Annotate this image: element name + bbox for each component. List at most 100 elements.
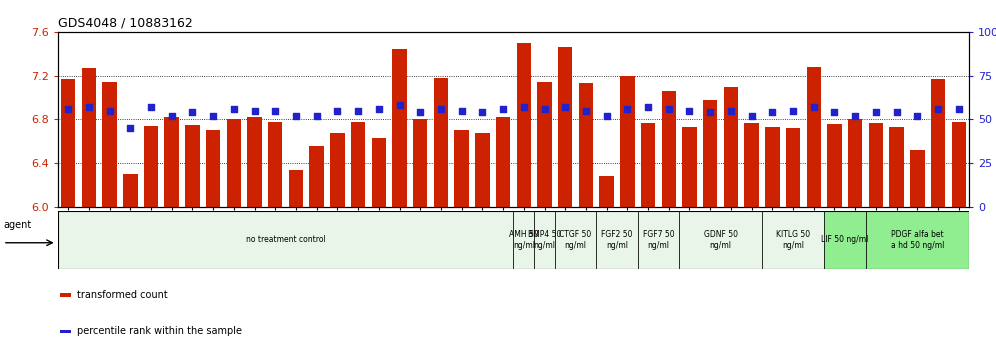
Bar [951,122,966,207]
Bar [724,87,738,207]
Point [702,110,718,115]
Text: AMH 50
ng/ml: AMH 50 ng/ml [509,230,539,250]
Bar [310,146,324,207]
Bar [931,79,945,207]
Text: GDS4048 / 10883162: GDS4048 / 10883162 [58,16,192,29]
Point [827,110,843,115]
Bar [413,120,427,207]
Bar [124,174,137,207]
Point [785,108,801,114]
Bar [61,293,72,297]
Text: CTGF 50
ng/ml: CTGF 50 ng/ml [560,230,592,250]
Point [951,106,967,112]
Bar [330,133,345,207]
Bar [765,127,780,207]
Bar [82,68,96,207]
Point [537,106,553,112]
Bar [828,124,842,207]
Bar [640,123,655,207]
Text: FGF7 50
ng/ml: FGF7 50 ng/ml [642,230,674,250]
Point [930,106,946,112]
Text: percentile rank within the sample: percentile rank within the sample [77,326,242,337]
Bar [514,211,534,269]
Bar [351,122,366,207]
Text: no treatment control: no treatment control [246,235,326,244]
Point [909,113,925,119]
Bar [103,82,117,207]
Bar [392,49,406,207]
Bar [534,211,555,269]
Point [474,110,490,115]
Bar [454,130,469,207]
Bar [848,120,863,207]
Point [744,113,760,119]
Bar [268,122,283,207]
Point [660,106,676,112]
Point [433,106,449,112]
Point [267,108,283,114]
Bar [247,117,262,207]
Point [620,106,635,112]
Point [309,113,325,119]
Bar [517,43,531,207]
Bar [433,78,448,207]
Bar [762,211,824,269]
Point [764,110,780,115]
Point [143,104,159,110]
Text: GDNF 50
ng/ml: GDNF 50 ng/ml [703,230,738,250]
Bar [289,170,303,207]
Bar [600,176,614,207]
Text: transformed count: transformed count [77,290,167,300]
Bar [866,211,969,269]
Point [454,108,470,114]
Point [60,106,76,112]
Point [226,106,242,112]
Bar [621,76,634,207]
Bar [226,120,241,207]
Bar [61,330,72,333]
Bar [496,117,510,207]
Text: PDGF alfa bet
a hd 50 ng/ml: PDGF alfa bet a hd 50 ng/ml [890,230,944,250]
Point [495,106,511,112]
Point [888,110,904,115]
Bar [58,211,514,269]
Point [578,108,594,114]
Bar [206,130,220,207]
Bar [786,128,801,207]
Point [723,108,739,114]
Bar [164,117,179,207]
Bar [61,79,76,207]
Point [516,104,532,110]
Point [371,106,386,112]
Point [681,108,697,114]
Bar [744,123,759,207]
Point [247,108,263,114]
Bar [558,47,573,207]
Bar [869,123,883,207]
Bar [579,83,594,207]
Text: KITLG 50
ng/ml: KITLG 50 ng/ml [776,230,810,250]
Point [205,113,221,119]
Bar [661,91,676,207]
Point [123,125,138,131]
Bar [143,126,158,207]
Point [351,108,367,114]
Point [102,108,118,114]
Bar [824,211,866,269]
Bar [555,211,597,269]
Point [391,103,407,108]
Bar [807,67,821,207]
Text: BMP4 50
ng/ml: BMP4 50 ng/ml [528,230,561,250]
Point [848,113,864,119]
Bar [185,125,199,207]
Point [184,110,200,115]
Bar [637,211,679,269]
Bar [682,127,697,207]
Bar [475,133,490,207]
Bar [679,211,762,269]
Point [640,104,656,110]
Bar [537,82,552,207]
Point [330,108,346,114]
Point [868,110,883,115]
Bar [597,211,637,269]
